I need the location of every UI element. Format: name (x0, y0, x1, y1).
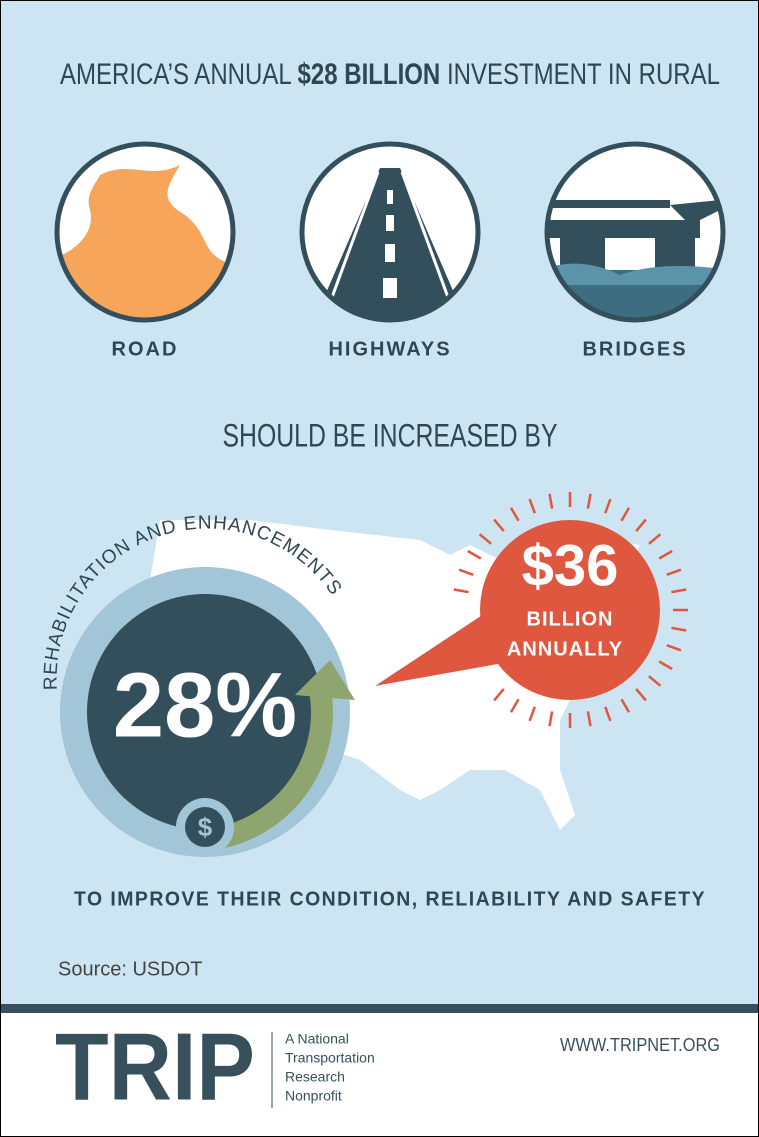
coin-symbol: $ (198, 812, 213, 842)
ray (458, 568, 474, 576)
tagline: Nonprofit (285, 1088, 342, 1104)
title-prefix: AMERICA’S ANNUAL (60, 58, 291, 91)
ray (658, 660, 673, 671)
source: Source: USDOT (58, 958, 202, 980)
ray (493, 518, 505, 532)
ray (666, 568, 682, 576)
ray (671, 588, 687, 594)
title: AMERICA’S ANNUAL $28 BILLION INVESTMENT … (60, 58, 720, 91)
purpose: TO IMPROVE THEIR CONDITION, RELIABILITY … (74, 888, 706, 910)
ray (666, 644, 682, 652)
icon-label: BRIDGES (582, 338, 687, 360)
icon-label: HIGHWAYS (328, 338, 451, 360)
tagline: Research (285, 1069, 345, 1085)
logo: TRIP (55, 1013, 255, 1120)
ray (586, 493, 592, 509)
inner-circle (87, 594, 323, 830)
arrow-head (295, 660, 355, 700)
ray (467, 549, 482, 560)
tagline: Transportation (285, 1050, 375, 1066)
icon-label: ROAD (112, 338, 179, 360)
highway-icon (299, 141, 481, 323)
percent: 28% (113, 654, 297, 756)
url: WWW.TRIPNET.ORG (560, 1035, 720, 1055)
ray (648, 533, 662, 545)
divider (1, 1004, 758, 1013)
ray (648, 675, 662, 687)
bubble-amount: $36 (522, 533, 619, 598)
ray (620, 698, 631, 713)
ray (509, 507, 520, 522)
ray (478, 533, 492, 545)
ray (453, 588, 469, 594)
subheading: SHOULD BE INCREASED BY (223, 417, 558, 453)
ray (604, 498, 612, 514)
ray (671, 626, 687, 632)
ray (548, 711, 554, 727)
ray (604, 706, 612, 722)
ray (509, 698, 520, 713)
title-suffix: INVESTMENT IN RURAL (447, 58, 720, 91)
ray (635, 688, 647, 702)
bubble-line: ANNUALLY (507, 638, 623, 660)
coin-inner (185, 807, 225, 847)
road-icon (54, 141, 236, 323)
arrow-arc (203, 688, 333, 851)
ray (620, 507, 631, 522)
ray (586, 711, 592, 727)
ray (528, 706, 536, 722)
ray (635, 518, 647, 532)
ray (493, 688, 505, 702)
footer (1, 1013, 758, 1136)
ray (658, 549, 673, 560)
title-highlight: $28 BILLION (298, 58, 441, 91)
tagline: A National (285, 1031, 349, 1047)
bubble (375, 492, 688, 728)
bubble-line: BILLION (527, 608, 614, 630)
ray (548, 493, 554, 509)
ray (528, 498, 536, 514)
